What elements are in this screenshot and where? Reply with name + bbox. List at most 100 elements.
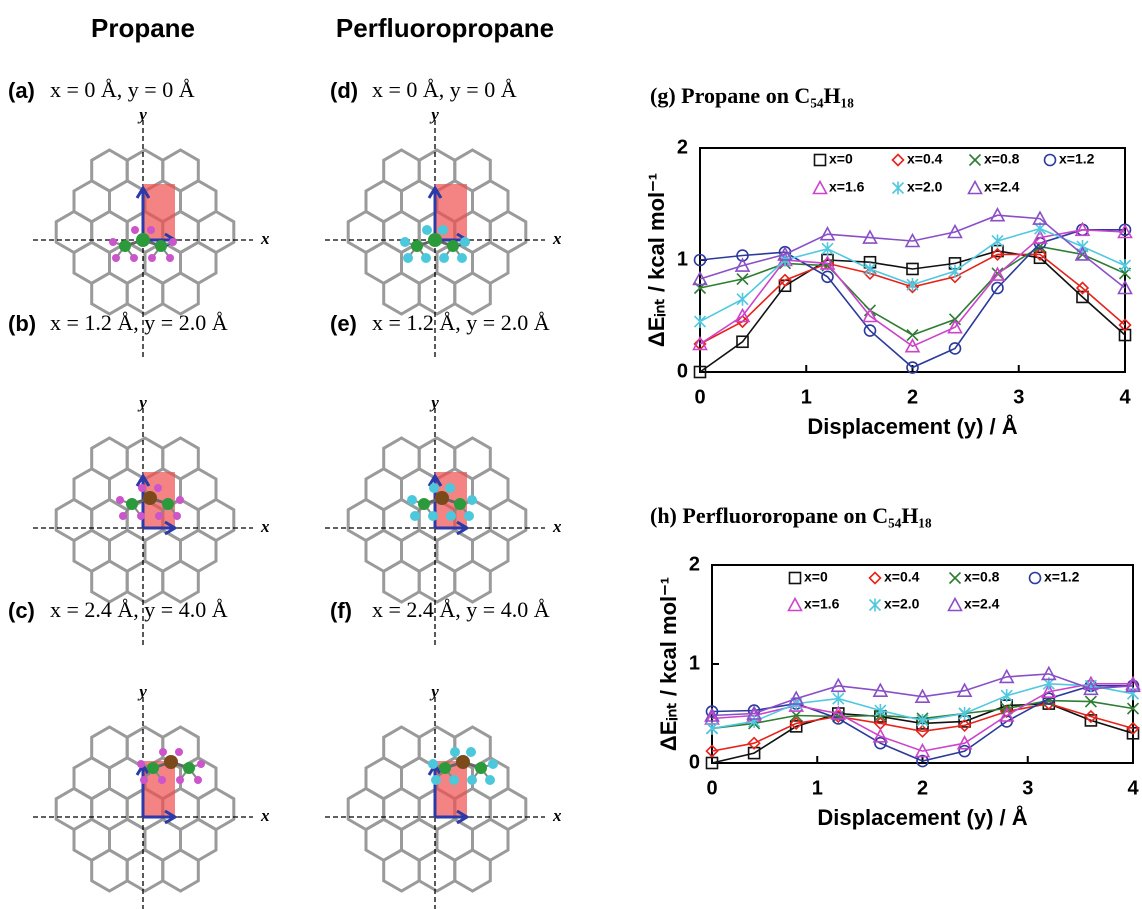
legend-label: x=1.2: [1059, 151, 1095, 167]
side-atom: [173, 512, 181, 520]
legend-marker: [815, 155, 826, 166]
legend-marker: [1045, 155, 1056, 166]
carbon-atom: [447, 240, 459, 252]
data-point: [695, 315, 706, 328]
carbon-atom: [164, 755, 178, 769]
side-atom: [154, 484, 162, 492]
side-atom: [466, 747, 476, 757]
legend-label: x=2.0: [884, 596, 920, 612]
side-atom: [410, 511, 420, 521]
panel-caption: x = 0 Å, y = 0 Å: [50, 77, 195, 102]
legend-marker: [950, 573, 961, 584]
diagram-axis-label: y: [429, 105, 439, 124]
legend-marker: [814, 182, 827, 194]
graphene-diagram: xy: [33, 682, 270, 909]
legend-label: x=0: [804, 569, 828, 585]
side-atom: [175, 748, 183, 756]
side-atom: [169, 238, 177, 246]
side-atom: [131, 226, 139, 234]
legend-marker: [970, 155, 981, 166]
carbon-atom: [439, 762, 451, 774]
carbon-atom: [183, 762, 195, 774]
y-tick-label: 2: [677, 136, 688, 158]
side-atom: [431, 775, 441, 785]
diagram-axis-label: x: [260, 806, 270, 825]
side-atom: [439, 253, 449, 263]
side-atom: [155, 512, 163, 520]
panel-label: (d): [330, 78, 358, 103]
x-tick-label: 2: [907, 386, 918, 408]
x-tick-label: 0: [694, 386, 705, 408]
x-axis-label: Displacement (y) / Å: [807, 413, 1017, 439]
diagram-axis-label: y: [429, 682, 439, 701]
carbon-atom: [428, 233, 442, 247]
diagram-axis-label: y: [137, 105, 147, 124]
side-atom: [464, 511, 474, 521]
panel-caption: x = 2.4 Å, y = 4.0 Å: [372, 597, 550, 622]
legend-label: x=2.4: [984, 179, 1020, 195]
legend-label: x=1.6: [829, 179, 865, 195]
y-tick-label: 1: [677, 248, 688, 270]
y-tick-label: 2: [689, 553, 700, 575]
carbon-atom: [143, 491, 157, 505]
side-atom: [109, 238, 117, 246]
carbon-ring: [198, 789, 234, 830]
carbon-ring: [198, 500, 234, 541]
data-point: [822, 242, 833, 255]
carbon-ring: [490, 500, 526, 541]
chart-title: (g) Propane on C₅₄H₁₈: [650, 83, 854, 108]
carbon-atom: [136, 233, 150, 247]
side-atom: [148, 254, 156, 262]
side-atom: [428, 511, 438, 521]
legend-label: x=0: [829, 151, 853, 167]
diagram-axis-label: x: [260, 229, 270, 248]
side-atom: [485, 775, 495, 785]
carbon-ring: [198, 212, 234, 253]
data-point: [950, 265, 961, 278]
legend-label: x=0.4: [907, 151, 943, 167]
side-atom: [140, 776, 148, 784]
panel-label: (a): [8, 78, 35, 103]
x-tick-label: 3: [1022, 777, 1033, 799]
side-atom: [147, 226, 155, 234]
legend-marker: [789, 599, 802, 611]
data-point: [992, 234, 1003, 247]
series-line: [700, 251, 1125, 372]
chart-title: (h) Perfluororopane on C₅₄H₁₈: [650, 503, 932, 528]
side-atom: [421, 253, 431, 263]
carbon-atom: [147, 762, 159, 774]
side-atom: [467, 775, 477, 785]
legend-marker: [949, 599, 962, 611]
data-point: [1001, 689, 1012, 702]
x-tick-label: 4: [1119, 386, 1131, 408]
carbon-atom: [155, 240, 167, 252]
x-tick-label: 1: [801, 386, 812, 408]
side-atom: [445, 483, 455, 493]
legend-marker: [969, 182, 982, 194]
side-atom: [460, 237, 470, 247]
side-atom: [130, 254, 138, 262]
panel-caption: x = 1.2 Å, y = 2.0 Å: [372, 310, 550, 335]
side-atom: [467, 495, 477, 505]
legend-marker: [790, 573, 801, 584]
carbon-ring: [490, 789, 526, 830]
diagram-axis-label: x: [552, 229, 562, 248]
carbon-atom: [162, 498, 174, 510]
side-atom: [137, 512, 145, 520]
side-atom: [112, 254, 120, 262]
legend-label: x=0.8: [984, 151, 1020, 167]
x-tick-label: 3: [1013, 386, 1024, 408]
y-tick-label: 1: [689, 652, 700, 674]
side-atom: [422, 225, 432, 235]
diagram-axis-label: x: [552, 806, 562, 825]
legend-label: x=2.0: [907, 179, 943, 195]
x-tick-label: 0: [706, 777, 717, 799]
diagram-axis-label: y: [137, 682, 147, 701]
figure: Propane Perfluoropropane (a)x = 0 Å, y =…: [0, 0, 1142, 909]
panel-label: (c): [8, 598, 35, 623]
legend-marker: [870, 573, 881, 584]
side-atom: [446, 511, 456, 521]
carbon-atom: [126, 498, 138, 510]
x-tick-label: 4: [1127, 777, 1139, 799]
panel-label: (e): [330, 311, 357, 336]
